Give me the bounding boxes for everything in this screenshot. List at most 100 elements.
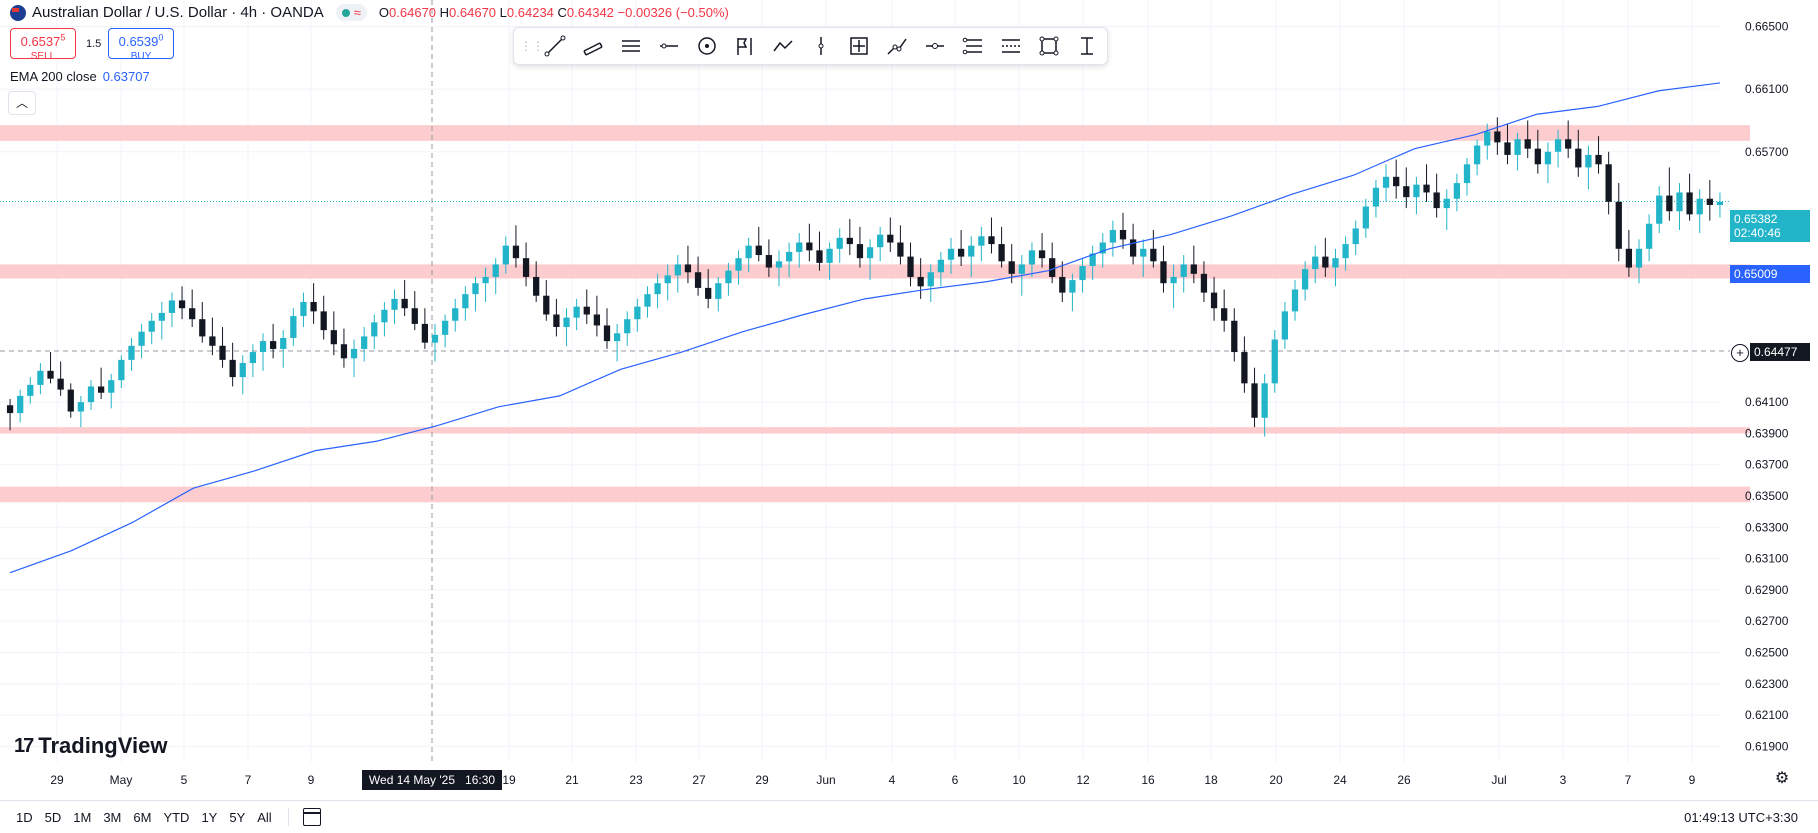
sell-button[interactable]: 0.65375 SELL xyxy=(10,28,76,62)
candle xyxy=(320,295,327,340)
text-cursor-icon xyxy=(1081,37,1093,55)
candle-body xyxy=(1575,148,1582,168)
cross-box-tool[interactable] xyxy=(840,31,878,61)
candle xyxy=(634,298,641,332)
range-ytd-button[interactable]: YTD xyxy=(163,809,190,825)
candle xyxy=(280,330,287,368)
candle-body xyxy=(1514,139,1521,155)
trend-line-tool[interactable] xyxy=(536,31,574,61)
fib-list-tool[interactable] xyxy=(954,31,992,61)
horizontal-lines-tool[interactable] xyxy=(612,31,650,61)
rectangle-tool[interactable] xyxy=(1030,31,1068,61)
candle xyxy=(1069,273,1076,312)
candle xyxy=(6,398,14,431)
candle-body xyxy=(441,320,449,335)
candle-body xyxy=(239,363,246,378)
flag-tool[interactable] xyxy=(726,31,764,61)
current-price-tag: 0.65382 02:40:46 xyxy=(1730,210,1810,242)
candle-body xyxy=(998,244,1005,262)
candle xyxy=(593,295,601,337)
vertical-line-tool[interactable] xyxy=(802,31,840,61)
candle xyxy=(684,245,692,284)
symbol-legend: Australian Dollar / U.S. Dollar · 4h · O… xyxy=(10,4,729,21)
sr-zone xyxy=(0,264,1750,279)
candle xyxy=(340,328,348,368)
candle-body xyxy=(1544,151,1552,165)
candle-body xyxy=(17,395,24,414)
candle xyxy=(492,258,499,295)
drag-handle-icon[interactable]: ⋮⋮ xyxy=(520,39,544,53)
horizontal-ray-tool[interactable] xyxy=(650,31,688,61)
line-dot-tool[interactable] xyxy=(916,31,954,61)
chart-settings-gear-icon[interactable]: ⚙ xyxy=(1774,770,1790,787)
candle-body xyxy=(796,242,803,252)
symbol-title[interactable]: Australian Dollar / U.S. Dollar · 4h · O… xyxy=(32,4,324,21)
range-all-button[interactable]: All xyxy=(257,809,272,825)
candle xyxy=(1403,167,1410,209)
candle-body xyxy=(300,301,307,317)
anchored-line-tool[interactable] xyxy=(878,31,916,61)
rectangle-icon xyxy=(1039,36,1059,56)
ema-indicator-legend[interactable]: EMA 200 close 0.63707 xyxy=(10,69,150,84)
candle-body xyxy=(1281,311,1289,340)
price-chart[interactable]: 0.665000.661000.657000.649000.641000.639… xyxy=(0,0,1818,800)
time-tick-label: 7 xyxy=(245,773,252,787)
candle-body xyxy=(1251,383,1258,418)
range-3m-button[interactable]: 3M xyxy=(103,809,122,825)
candle xyxy=(1524,120,1531,159)
candle-body xyxy=(1484,131,1491,146)
candle xyxy=(452,298,459,332)
candle-body xyxy=(512,245,520,259)
time-axis[interactable]: 29 May 5 7 9 19 21 23 27 29 Jun 4 6 10 12 16 18 20 24 26 Jul… xyxy=(50,773,1695,787)
candle-body xyxy=(1170,276,1177,284)
candle xyxy=(1129,223,1137,265)
text-cursor-tool[interactable] xyxy=(1068,31,1106,61)
collapse-legend-button[interactable]: ︿ xyxy=(8,91,36,115)
candle-body xyxy=(1150,248,1157,262)
circle-tool[interactable] xyxy=(688,31,726,61)
candle xyxy=(1554,129,1562,168)
utc-clock[interactable]: 01:49:13 UTC+3:30 xyxy=(1684,810,1798,825)
price-axis[interactable]: 0.665000.661000.657000.649000.641000.639… xyxy=(1745,20,1789,754)
candle-body xyxy=(957,248,965,257)
candle-body xyxy=(108,380,115,393)
candle-body xyxy=(168,300,176,313)
range-6m-button[interactable]: 6M xyxy=(133,809,152,825)
candle xyxy=(229,342,236,387)
go-to-date-calendar-icon[interactable] xyxy=(302,808,321,826)
candle-body xyxy=(259,341,267,353)
channel-tool[interactable] xyxy=(574,31,612,61)
buy-button[interactable]: 0.65390 BUY xyxy=(108,28,174,62)
range-1y-button[interactable]: 1Y xyxy=(201,809,218,825)
market-status-pill[interactable]: ≈ xyxy=(335,4,367,21)
sell-label: SELL xyxy=(30,51,56,63)
candle xyxy=(290,308,297,346)
candle xyxy=(1180,255,1187,293)
candle xyxy=(421,308,429,349)
candle xyxy=(1210,276,1218,321)
price-tick-label: 0.63300 xyxy=(1745,520,1789,534)
candle xyxy=(978,226,985,262)
path-tool[interactable] xyxy=(764,31,802,61)
candle xyxy=(664,264,671,301)
candle xyxy=(1322,237,1329,277)
candle xyxy=(87,380,95,410)
fib-dots-tool[interactable] xyxy=(992,31,1030,61)
range-5d-button[interactable]: 5D xyxy=(44,809,62,825)
candle xyxy=(350,339,358,378)
range-1m-button[interactable]: 1M xyxy=(73,809,92,825)
range-5y-button[interactable]: 5Y xyxy=(229,809,246,825)
candle-body xyxy=(280,337,287,349)
candle-body xyxy=(634,306,641,320)
candle-body xyxy=(917,276,924,287)
candle-body xyxy=(249,352,257,364)
candle xyxy=(1281,301,1289,349)
candle xyxy=(1423,164,1430,202)
sr-zone xyxy=(0,125,1750,141)
candle xyxy=(1099,233,1106,268)
range-1d-button[interactable]: 1D xyxy=(16,809,33,825)
add-alert-plus-icon[interactable]: + xyxy=(1731,344,1749,362)
candle xyxy=(1463,158,1471,196)
price-tick-label: 0.62700 xyxy=(1745,614,1789,628)
candle-body xyxy=(178,300,186,309)
